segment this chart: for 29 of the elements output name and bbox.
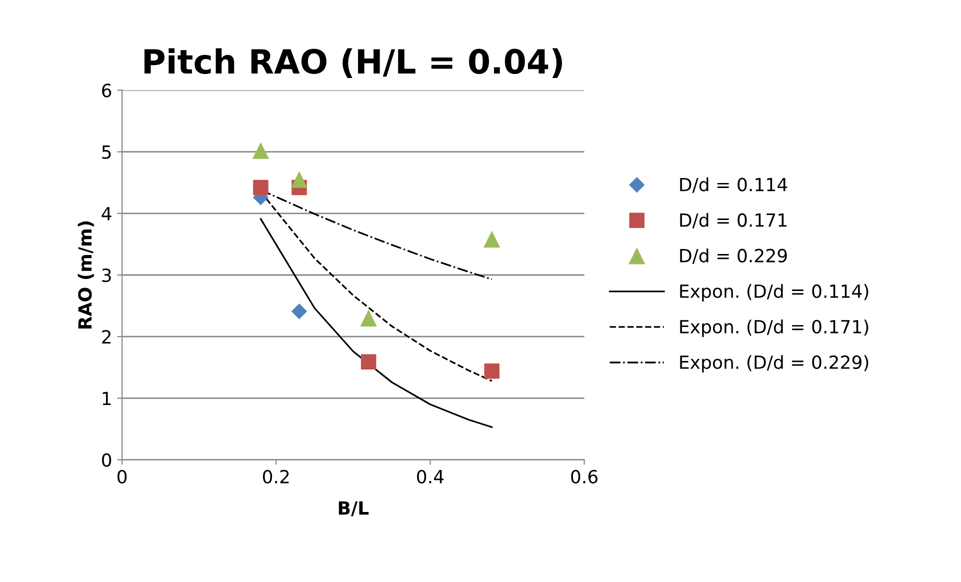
- y-tick-label: 2: [102, 330, 111, 344]
- point: [484, 230, 500, 248]
- point: [253, 180, 268, 196]
- line-series: [260, 218, 493, 428]
- chart-title: Pitch RAO (H/L = 0.04): [144, 48, 562, 78]
- legend-label: Expon. (D/d = 0.229): [680, 355, 868, 373]
- y-tick-label: 6: [102, 84, 112, 98]
- y-tick-label: 3: [102, 268, 111, 282]
- x-tick-label: 0.4: [417, 470, 444, 484]
- x-tick-label: 0: [117, 470, 127, 484]
- point: [360, 310, 377, 326]
- legend-label: D/d = 0.114: [680, 177, 788, 193]
- legend-label: Expon. (D/d = 0.171): [680, 320, 868, 338]
- y-tick-label: 0: [102, 453, 112, 467]
- x-axis-title: B/L: [338, 501, 369, 516]
- y-tick-label: 5: [102, 146, 111, 159]
- y-axis-title: RAO (m/m): [78, 221, 94, 328]
- legend-label: D/d = 0.171: [680, 212, 786, 228]
- legend-label: Expon. (D/d = 0.114): [680, 284, 868, 302]
- point: [484, 363, 500, 379]
- point: [252, 142, 270, 159]
- y-tick-label: 4: [102, 207, 112, 220]
- legend-label: D/d = 0.229: [680, 248, 787, 264]
- point: [290, 171, 308, 188]
- y-tick-label: 1: [102, 392, 111, 406]
- point: [360, 354, 376, 370]
- point: [291, 303, 308, 320]
- x-tick-label: 0.6: [571, 470, 598, 484]
- x-tick-label: 0.2: [262, 470, 289, 484]
